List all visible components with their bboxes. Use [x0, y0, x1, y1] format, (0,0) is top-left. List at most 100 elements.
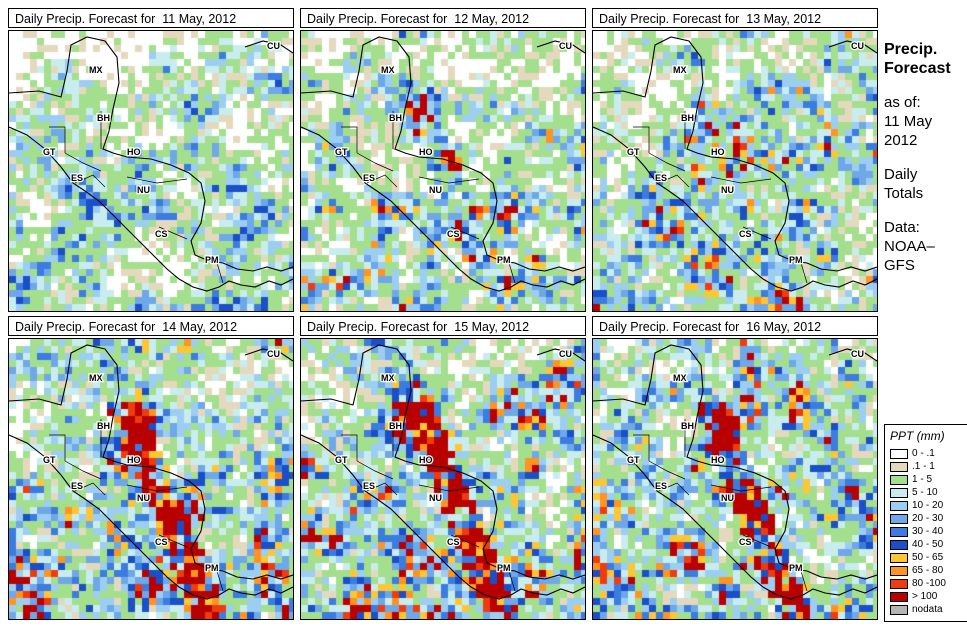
country-label-bh: BH — [389, 113, 402, 123]
legend-row: 65 - 80 — [890, 564, 964, 577]
coastline-overlay: MX CU BH GT HO ES NU CS PM — [593, 36, 877, 292]
country-border-path — [74, 482, 106, 496]
country-label-bh: BH — [389, 421, 402, 431]
country-label-pm: PM — [497, 255, 511, 265]
country-label-es: ES — [655, 173, 667, 183]
forecast-panel: Daily Precip. Forecast for 13 May, 2012 … — [592, 8, 878, 312]
precip-grid-canvas — [301, 339, 585, 619]
panel-title: Daily Precip. Forecast for 15 May, 2012 — [300, 316, 586, 336]
legend-row: 5 - 10 — [890, 486, 964, 499]
country-border-path — [508, 570, 516, 592]
country-label-es: ES — [71, 173, 83, 183]
coastline-path — [301, 126, 585, 292]
country-border-path — [450, 226, 480, 240]
coastline-path — [536, 348, 585, 362]
country-label-mx: MX — [89, 65, 103, 75]
country-border-path — [356, 152, 394, 172]
forecast-panel: Daily Precip. Forecast for 14 May, 2012 … — [8, 316, 294, 620]
legend-row: 40 - 50 — [890, 538, 964, 551]
legend-row: 80 -100 — [890, 577, 964, 590]
country-label-gt: GT — [43, 147, 56, 157]
legend-label: 1 - 5 — [912, 474, 933, 485]
country-border-path — [216, 570, 224, 592]
country-border-path — [49, 126, 66, 153]
country-label-cs: CS — [155, 537, 168, 547]
country-label-cs: CS — [447, 229, 460, 239]
precip-grid-canvas — [593, 31, 877, 311]
country-label-es: ES — [363, 481, 375, 491]
totals-line1: Daily — [884, 166, 918, 183]
country-label-bh: BH — [97, 421, 110, 431]
coastline-overlay: MX CU BH GT HO ES NU CS PM — [9, 344, 293, 600]
legend-color-swatch — [890, 513, 908, 524]
country-border-path — [74, 174, 106, 188]
legend-color-swatch — [890, 474, 908, 485]
country-border-path — [633, 434, 650, 461]
precip-grid-canvas — [9, 31, 293, 311]
legend-color-swatch — [890, 487, 908, 498]
sidebar-heading-line2: Forecast — [884, 60, 951, 77]
country-border-path — [64, 460, 102, 480]
country-label-cu: CU — [267, 349, 280, 359]
country-border-path — [356, 460, 394, 480]
legend-color-swatch — [890, 565, 908, 576]
coastline-path — [301, 344, 585, 580]
country-border-path — [341, 434, 358, 461]
panel-title: Daily Precip. Forecast for 16 May, 2012 — [592, 316, 878, 336]
country-label-nu: NU — [137, 185, 150, 195]
legend-row: .1 - 1 — [890, 460, 964, 473]
legend-row: 10 - 20 — [890, 499, 964, 512]
country-label-nu: NU — [429, 493, 442, 503]
legend-color-swatch — [890, 526, 908, 537]
legend-row: 0 - .1 — [890, 447, 964, 460]
legend-label: 50 - 65 — [912, 552, 944, 563]
country-label-es: ES — [655, 481, 667, 491]
legend-label: 80 -100 — [912, 578, 946, 589]
legend-row: 20 - 30 — [890, 512, 964, 525]
country-label-gt: GT — [627, 455, 640, 465]
legend-row: 30 - 40 — [890, 525, 964, 538]
panel-title: Daily Precip. Forecast for 13 May, 2012 — [592, 8, 878, 28]
legend-label: 40 - 50 — [912, 539, 944, 550]
country-border-path — [366, 174, 398, 188]
legend-color-swatch — [890, 448, 908, 459]
legend-label: 0 - .1 — [912, 448, 935, 459]
map-frame: MX CU BH GT HO ES NU CS PM — [8, 30, 294, 312]
legend-label: 10 - 20 — [912, 500, 944, 511]
country-label-cs: CS — [739, 537, 752, 547]
legend-row: 50 - 65 — [890, 551, 964, 564]
coastline-path — [301, 36, 585, 272]
country-label-nu: NU — [137, 493, 150, 503]
coastline-path — [593, 36, 877, 272]
coastline-overlay: MX CU BH GT HO ES NU CS PM — [301, 344, 585, 600]
country-label-cu: CU — [267, 41, 280, 51]
country-border-path — [742, 534, 772, 548]
precip-grid-canvas — [9, 339, 293, 619]
country-border-path — [49, 434, 66, 461]
precip-grid-canvas — [593, 339, 877, 619]
country-label-pm: PM — [789, 255, 803, 265]
country-label-cu: CU — [559, 41, 572, 51]
country-border-path — [800, 570, 808, 592]
country-label-gt: GT — [43, 455, 56, 465]
coastline-path — [828, 348, 877, 362]
country-label-bh: BH — [97, 113, 110, 123]
country-label-cu: CU — [559, 349, 572, 359]
legend-row: > 100 — [890, 590, 964, 603]
map-frame: MX CU BH GT HO ES NU CS PM — [300, 30, 586, 312]
country-label-ho: HO — [127, 455, 141, 465]
legend-color-swatch — [890, 552, 908, 563]
country-label-ho: HO — [711, 455, 725, 465]
country-label-mx: MX — [381, 373, 395, 383]
sidebar-heading-line1: Precip. — [884, 41, 938, 58]
map-frame: MX CU BH GT HO ES NU CS PM — [8, 338, 294, 620]
data-source-line1: NOAA– — [884, 238, 935, 255]
coastline-path — [244, 40, 293, 54]
country-label-ho: HO — [127, 147, 141, 157]
legend-color-swatch — [890, 500, 908, 511]
coastline-path — [9, 126, 293, 292]
legend-label: > 100 — [912, 591, 938, 602]
country-border-path — [366, 482, 398, 496]
coastline-path — [536, 40, 585, 54]
country-label-cs: CS — [739, 229, 752, 239]
